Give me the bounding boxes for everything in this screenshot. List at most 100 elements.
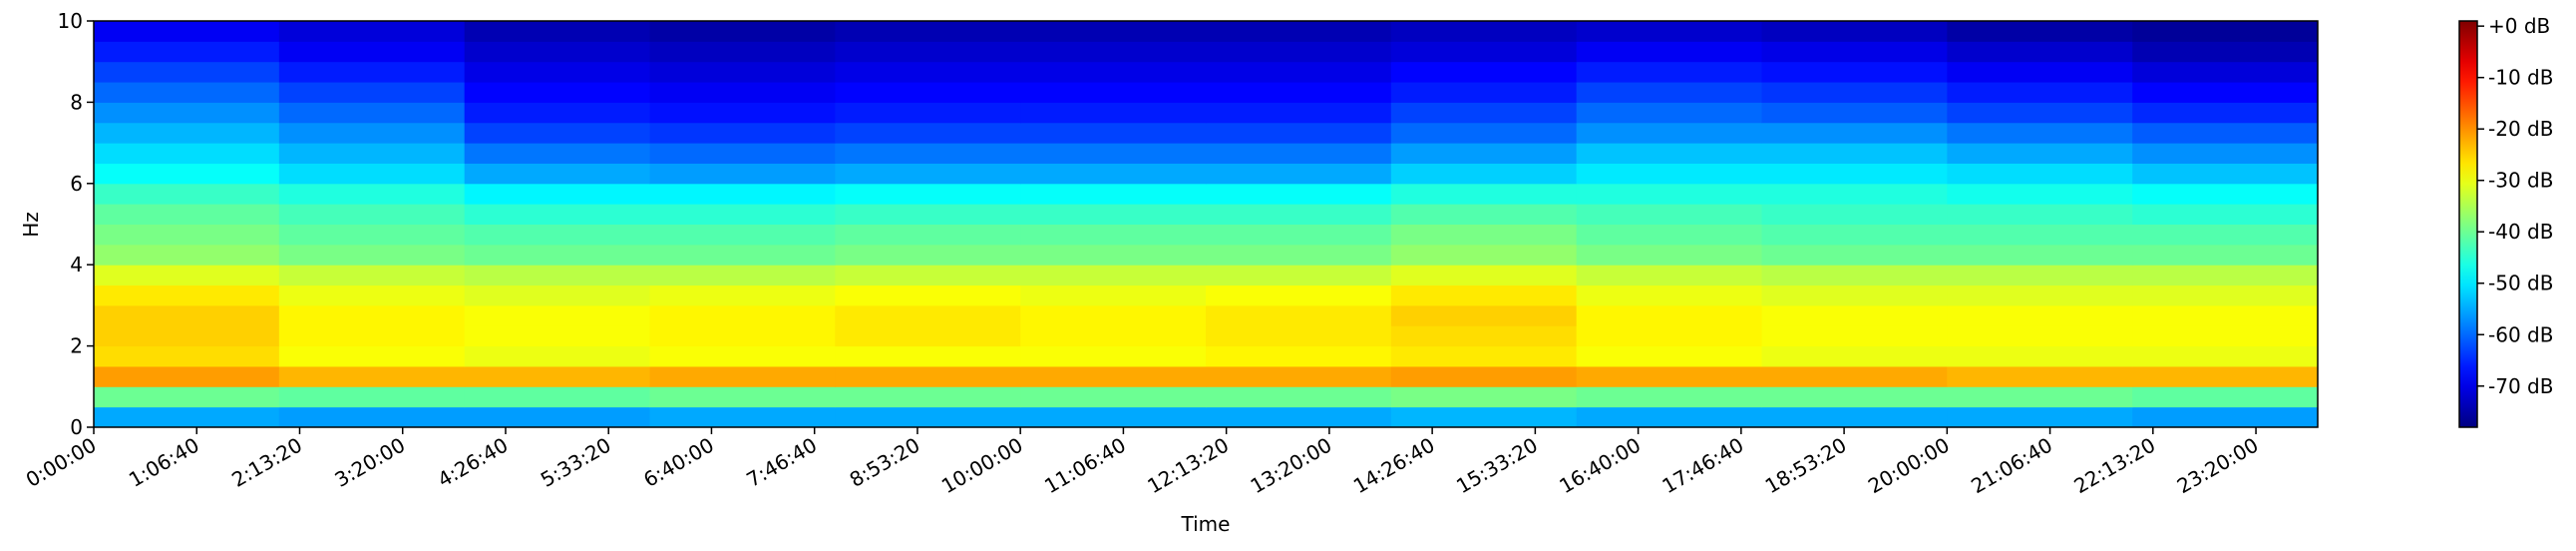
heatmap-cell [835,41,1021,63]
heatmap-cell [835,102,1021,124]
heatmap-cell [1947,122,2133,144]
heatmap-cell [278,345,466,367]
heatmap-cell [1761,284,1948,306]
heatmap-cell [835,284,1021,306]
heatmap-cell [835,304,1021,326]
heatmap-cell [649,102,836,124]
heatmap-cell [1020,386,1207,408]
heatmap-cell [1390,244,1578,266]
heatmap-cell [1947,345,2133,367]
heatmap-cell [1206,183,1392,205]
heatmap-cell [1020,183,1207,205]
heatmap-cell [1390,122,1578,144]
heatmap-cell [649,325,836,347]
heatmap-cell [1761,163,1948,185]
heatmap-cell [1576,224,1762,246]
heatmap-cell [835,204,1021,225]
heatmap-cell [835,265,1021,286]
heatmap-cell [1390,41,1578,63]
heatmap-cell [1206,82,1392,103]
heatmap-cell [1020,41,1207,63]
heatmap-cell [1020,345,1207,367]
heatmap-cell [1761,244,1948,266]
heatmap-cell [1761,406,1948,428]
heatmap-cell [278,61,466,83]
heatmap-cell [1761,143,1948,164]
heatmap-cell [1390,61,1578,83]
heatmap-cell [1576,345,1762,367]
heatmap-cell [1390,183,1578,205]
colorbar-tick-label: -20 dB [2488,117,2553,141]
heatmap-cell [1947,365,2133,387]
heatmap-cell [1206,265,1392,286]
heatmap-cell [94,163,280,185]
heatmap-cell [1947,284,2133,306]
x-tick-label: 12:13:20 [1143,433,1233,499]
heatmap-cell [1761,183,1948,205]
heatmap-cell [464,365,650,387]
x-tick-label: 3:20:00 [330,433,409,492]
colorbar-tick-label: -10 dB [2488,66,2553,90]
heatmap-cell [278,41,466,63]
x-tick-label: 16:40:00 [1555,433,1645,499]
y-tick-label: 4 [70,253,83,276]
heatmap-cell [1761,265,1948,286]
heatmap-cell [1206,204,1392,225]
heatmap-cell [1761,345,1948,367]
heatmap-cell [1020,304,1207,326]
colorbar-tick-label: -40 dB [2488,220,2553,244]
heatmap-cell [2132,386,2319,408]
heatmap-cell [1206,304,1392,326]
heatmap-cell [1761,61,1948,83]
heatmap-cell [2132,163,2319,185]
heatmap-cell [278,386,466,408]
x-tick-label: 10:00:00 [937,433,1027,499]
x-tick-label: 11:06:40 [1040,433,1130,499]
heatmap-cell [1576,244,1762,266]
heatmap-cell [1947,204,2133,225]
heatmap-cell [1761,122,1948,144]
x-tick-label: 6:40:00 [639,433,718,492]
heatmap-cell [1947,244,2133,266]
heatmap-cell [464,163,650,185]
heatmap-cell [2132,122,2319,144]
heatmap-cell [464,265,650,286]
heatmap-cell [1206,345,1392,367]
heatmap-cell [1947,102,2133,124]
heatmap-cell [1206,365,1392,387]
heatmap-cell [1576,386,1762,408]
heatmap-cell [278,102,466,124]
heatmap-cell [2132,224,2319,246]
heatmap-cell [278,21,466,42]
heatmap-cell [94,204,280,225]
heatmap-cell [1390,406,1578,428]
heatmap-cell [1206,284,1392,306]
x-tick-label: 13:20:00 [1247,433,1336,499]
heatmap-cell [1947,224,2133,246]
heatmap-cell [649,265,836,286]
plot-frame [93,20,2319,428]
heatmap-cell [1390,265,1578,286]
y-tick-label: 0 [70,415,83,439]
heatmap-cell [94,244,280,266]
heatmap-cell [1206,122,1392,144]
heatmap-cell [1947,325,2133,347]
heatmap-cell [1390,284,1578,306]
heatmap-cell [1576,406,1762,428]
heatmap-cell [1390,204,1578,225]
heatmap-cell [1390,143,1578,164]
heatmap-cell [1947,183,2133,205]
heatmap-cell [464,244,650,266]
heatmap-cell [94,406,280,428]
heatmap-cell [94,325,280,347]
heatmap-cell [1020,21,1207,42]
heatmap-cell [278,82,466,103]
colorbar-tick-label: +0 dB [2488,14,2550,38]
heatmap-cell [278,406,466,428]
heatmap-cell [1947,61,2133,83]
heatmap-cell [1206,163,1392,185]
heatmap-cell [278,163,466,185]
heatmap-cell [278,183,466,205]
heatmap-cell [649,284,836,306]
